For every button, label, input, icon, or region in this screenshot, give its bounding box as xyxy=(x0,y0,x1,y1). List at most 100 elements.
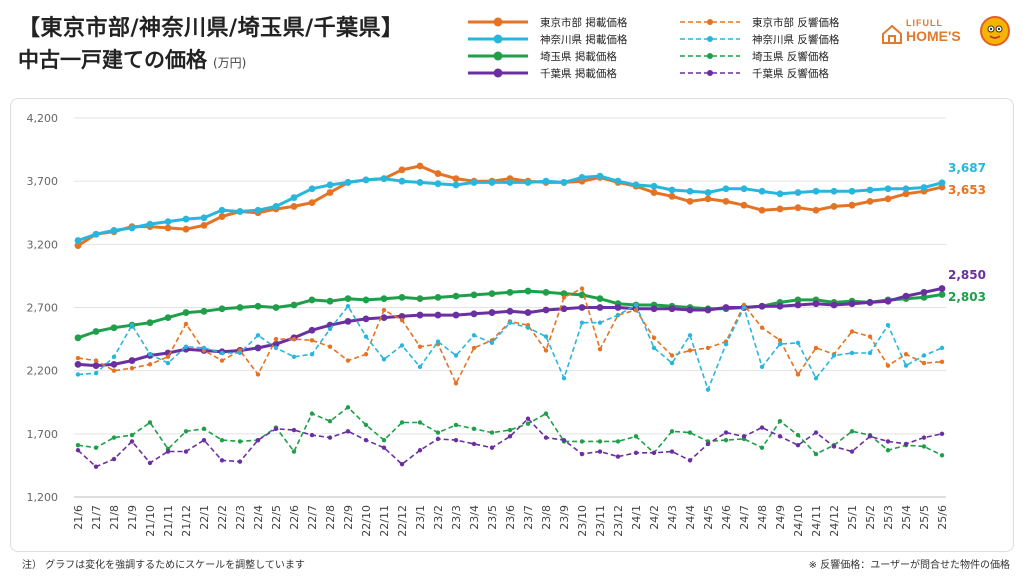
data-point xyxy=(813,345,819,351)
data-point xyxy=(885,363,891,368)
data-point xyxy=(362,176,370,184)
y-tick-label: 3,200 xyxy=(27,238,59,251)
data-point xyxy=(309,352,315,357)
data-point xyxy=(417,420,423,425)
data-point xyxy=(597,449,603,454)
data-point xyxy=(758,206,766,214)
data-point xyxy=(705,441,711,447)
data-point xyxy=(218,305,226,313)
x-tick-label: 22/12 xyxy=(396,505,409,537)
data-point xyxy=(831,444,837,449)
data-point xyxy=(597,320,603,325)
data-point xyxy=(794,204,802,212)
data-point xyxy=(758,302,766,310)
data-point xyxy=(128,224,136,232)
data-point xyxy=(399,317,405,323)
data-point xyxy=(687,348,693,353)
data-point xyxy=(345,405,351,410)
data-point xyxy=(111,456,117,462)
data-point xyxy=(470,291,478,299)
legend-swatch-marker xyxy=(707,19,713,25)
data-point xyxy=(866,299,874,306)
data-point xyxy=(290,301,298,309)
data-point xyxy=(147,352,153,357)
data-point xyxy=(596,172,604,180)
data-point xyxy=(759,325,765,330)
data-point xyxy=(182,225,190,233)
data-point xyxy=(254,206,262,214)
x-tick-label: 23/8 xyxy=(540,505,553,530)
data-point xyxy=(363,334,369,339)
data-point xyxy=(165,354,171,359)
x-tick-label: 23/2 xyxy=(432,505,445,530)
data-point xyxy=(362,296,370,304)
data-point xyxy=(668,186,676,194)
data-point xyxy=(452,311,460,319)
x-tick-label: 21/6 xyxy=(72,505,85,530)
data-point xyxy=(632,181,640,189)
data-point xyxy=(489,430,495,435)
legend-label: 東京市部 反響価格 xyxy=(752,16,840,29)
x-tick-label: 22/8 xyxy=(324,505,337,530)
data-point xyxy=(686,197,694,205)
data-point xyxy=(93,358,99,363)
data-point xyxy=(650,182,658,190)
unit-label: (万円) xyxy=(213,56,247,70)
data-point xyxy=(651,335,657,341)
data-point xyxy=(218,213,226,220)
logo-text-top: LIFULL xyxy=(906,18,943,28)
data-point xyxy=(849,350,855,356)
data-point xyxy=(471,426,477,431)
data-point xyxy=(884,185,892,193)
data-point xyxy=(290,194,298,201)
data-point xyxy=(795,443,801,448)
data-point xyxy=(237,350,243,356)
data-point xyxy=(506,307,514,315)
data-point xyxy=(669,429,675,434)
data-point xyxy=(201,426,207,431)
data-point xyxy=(219,350,225,356)
data-point xyxy=(74,242,82,249)
response-price-line xyxy=(77,417,943,468)
data-point xyxy=(146,319,154,327)
data-point xyxy=(254,302,262,310)
data-point xyxy=(363,352,369,357)
data-point xyxy=(524,309,532,316)
x-tick-label: 22/9 xyxy=(342,505,355,530)
data-point xyxy=(866,197,874,205)
x-tick-label: 23/9 xyxy=(558,505,571,530)
data-point xyxy=(543,334,549,339)
chart-title-line1: 【東京市部/神奈川県/埼玉県/千葉県】 xyxy=(18,16,404,41)
data-point xyxy=(381,437,387,443)
legend-swatch-marker xyxy=(707,53,713,59)
x-tick-label: 25/6 xyxy=(936,505,949,530)
data-point xyxy=(651,345,657,351)
x-tick-label: 23/3 xyxy=(450,505,463,530)
data-point xyxy=(777,434,783,439)
data-point xyxy=(525,416,531,421)
x-tick-label: 23/4 xyxy=(468,505,481,530)
data-point xyxy=(165,449,171,454)
data-point xyxy=(309,432,315,438)
data-point xyxy=(93,445,99,450)
data-point xyxy=(830,203,838,210)
data-point xyxy=(560,179,568,186)
data-point xyxy=(795,340,801,346)
data-point xyxy=(741,305,747,310)
data-point xyxy=(920,288,928,296)
x-tick-label: 25/5 xyxy=(918,505,931,530)
y-tick-label: 1,700 xyxy=(27,428,59,441)
lifull-homes-logo: LIFULL HOME'S xyxy=(880,16,1010,56)
data-point xyxy=(255,372,261,377)
legend-swatch-marker xyxy=(493,17,503,27)
data-point xyxy=(165,360,171,366)
data-point xyxy=(164,218,172,225)
data-point xyxy=(848,201,856,209)
x-tick-label: 24/5 xyxy=(702,505,715,530)
data-point xyxy=(686,306,694,314)
data-point xyxy=(291,336,297,342)
data-point xyxy=(363,422,369,428)
x-tick-label: 24/10 xyxy=(792,505,805,537)
data-point xyxy=(686,187,694,195)
data-point xyxy=(92,362,100,370)
